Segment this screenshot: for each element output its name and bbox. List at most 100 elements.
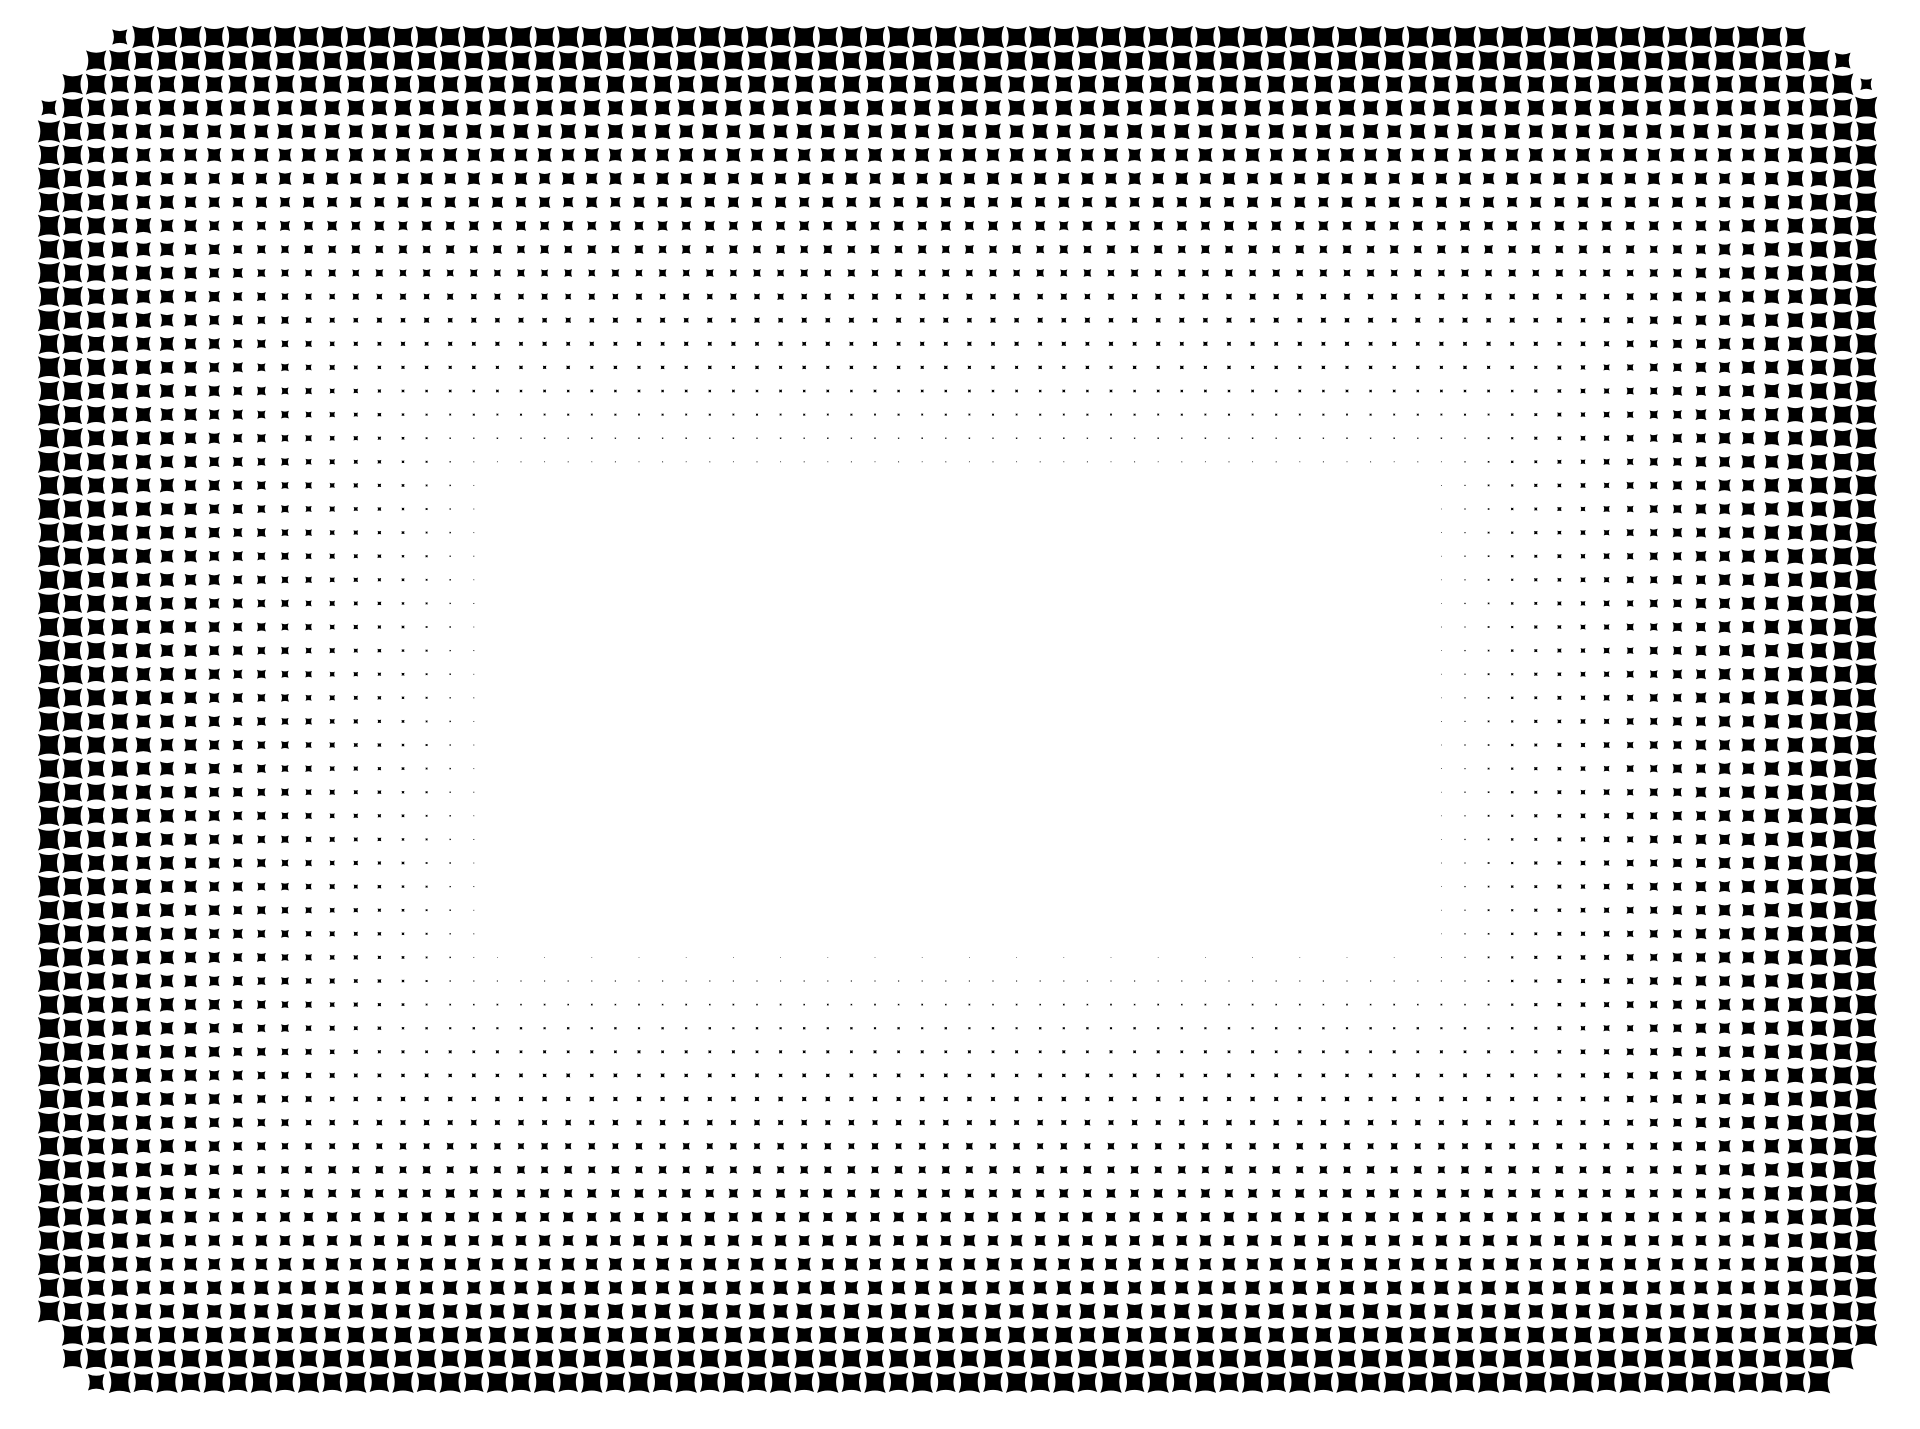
star-dot [305, 977, 312, 985]
star-dot [299, 99, 318, 117]
star-dot [38, 947, 60, 968]
star-dot [1053, 26, 1075, 48]
star-dot [1102, 99, 1120, 117]
star-dot [425, 1050, 429, 1054]
star-dot [449, 578, 452, 581]
star-dot [1200, 244, 1210, 254]
star-dot [820, 147, 835, 163]
star-dot [983, 74, 1003, 94]
star-dot [1649, 835, 1659, 844]
star-dot [1250, 1096, 1256, 1102]
star-dot [1576, 1234, 1590, 1247]
star-dot [1293, 1257, 1307, 1271]
star-dot [1741, 926, 1756, 941]
star-dot [179, 25, 202, 49]
star-dot [159, 147, 175, 163]
star-dot [38, 805, 60, 827]
star-dot [473, 484, 475, 486]
star-dot [1856, 1159, 1877, 1180]
star-dot [1177, 1165, 1186, 1174]
star-dot [1832, 357, 1853, 378]
star-dot [1649, 1189, 1659, 1198]
star-dot [329, 317, 336, 324]
star-dot [38, 758, 60, 779]
star-dot [158, 99, 176, 117]
star-dot [1156, 1073, 1161, 1078]
star-dot [1369, 980, 1372, 982]
star-dot [1855, 852, 1878, 874]
star-dot [132, 25, 155, 49]
star-dot [1787, 1161, 1804, 1179]
star-dot [184, 998, 197, 1011]
star-dot [87, 1184, 105, 1203]
star-dot [867, 124, 883, 139]
star-dot [1626, 859, 1634, 867]
star-dot [557, 25, 580, 49]
star-dot [1787, 972, 1804, 990]
star-dot [941, 1165, 950, 1174]
star-dot [913, 99, 931, 117]
star-dot [1487, 531, 1490, 534]
star-dot [1833, 240, 1852, 259]
star-dot [425, 437, 428, 440]
star-dot [1787, 1138, 1804, 1154]
star-dot [1076, 25, 1099, 49]
star-dot [1787, 925, 1804, 943]
star-dot [38, 1041, 60, 1063]
star-dot [1809, 240, 1829, 259]
star-dot [1695, 952, 1707, 963]
star-dot [684, 389, 688, 393]
star-dot [1156, 1050, 1160, 1054]
star-dot [825, 341, 831, 347]
star-dot [698, 25, 721, 49]
star-dot [1764, 1303, 1780, 1320]
star-dot [1510, 838, 1514, 841]
star-dot [565, 293, 572, 300]
star-dot [1509, 293, 1516, 300]
star-dot [233, 1094, 243, 1104]
star-dot [1106, 244, 1116, 254]
star-dot [133, 51, 153, 71]
star-dot [1272, 1142, 1280, 1150]
star-dot [396, 1234, 410, 1247]
star-dot [1487, 508, 1490, 510]
star-dot [159, 997, 175, 1012]
star-dot [345, 50, 367, 71]
star-dot [1345, 365, 1349, 370]
star-dot [590, 1050, 594, 1054]
star-dot [986, 172, 1000, 186]
star-dot [1013, 1142, 1021, 1150]
star-dot [1832, 404, 1853, 425]
star-dot [1367, 1119, 1374, 1126]
star-dot [1626, 670, 1634, 678]
star-dot [1226, 1096, 1232, 1102]
star-dot [1464, 838, 1466, 841]
star-dot [1225, 1142, 1233, 1150]
star-dot [232, 928, 243, 939]
star-dot [543, 980, 546, 982]
star-dot [754, 1073, 760, 1078]
star-dot [111, 901, 129, 919]
star-dot [1085, 1096, 1090, 1102]
star-dot [160, 1257, 174, 1271]
star-dot [609, 1235, 621, 1247]
star-dot [1336, 1371, 1358, 1393]
star-dot [111, 1137, 129, 1155]
star-dot [1346, 980, 1348, 982]
star-dot [1486, 1073, 1491, 1078]
star-dot [87, 98, 106, 117]
star-dot [63, 641, 83, 661]
star-dot [208, 692, 220, 704]
star-dot [184, 1140, 197, 1153]
star-dot [1557, 672, 1562, 677]
star-dot [251, 26, 272, 48]
star-dot [208, 243, 220, 256]
star-dot [895, 317, 902, 324]
star-dot [702, 1280, 717, 1295]
star-dot [449, 461, 451, 463]
star-dot [1479, 99, 1498, 117]
star-dot [1388, 172, 1401, 185]
star-dot [756, 980, 758, 982]
star-dot [637, 1073, 641, 1078]
star-dot [1572, 1371, 1594, 1393]
